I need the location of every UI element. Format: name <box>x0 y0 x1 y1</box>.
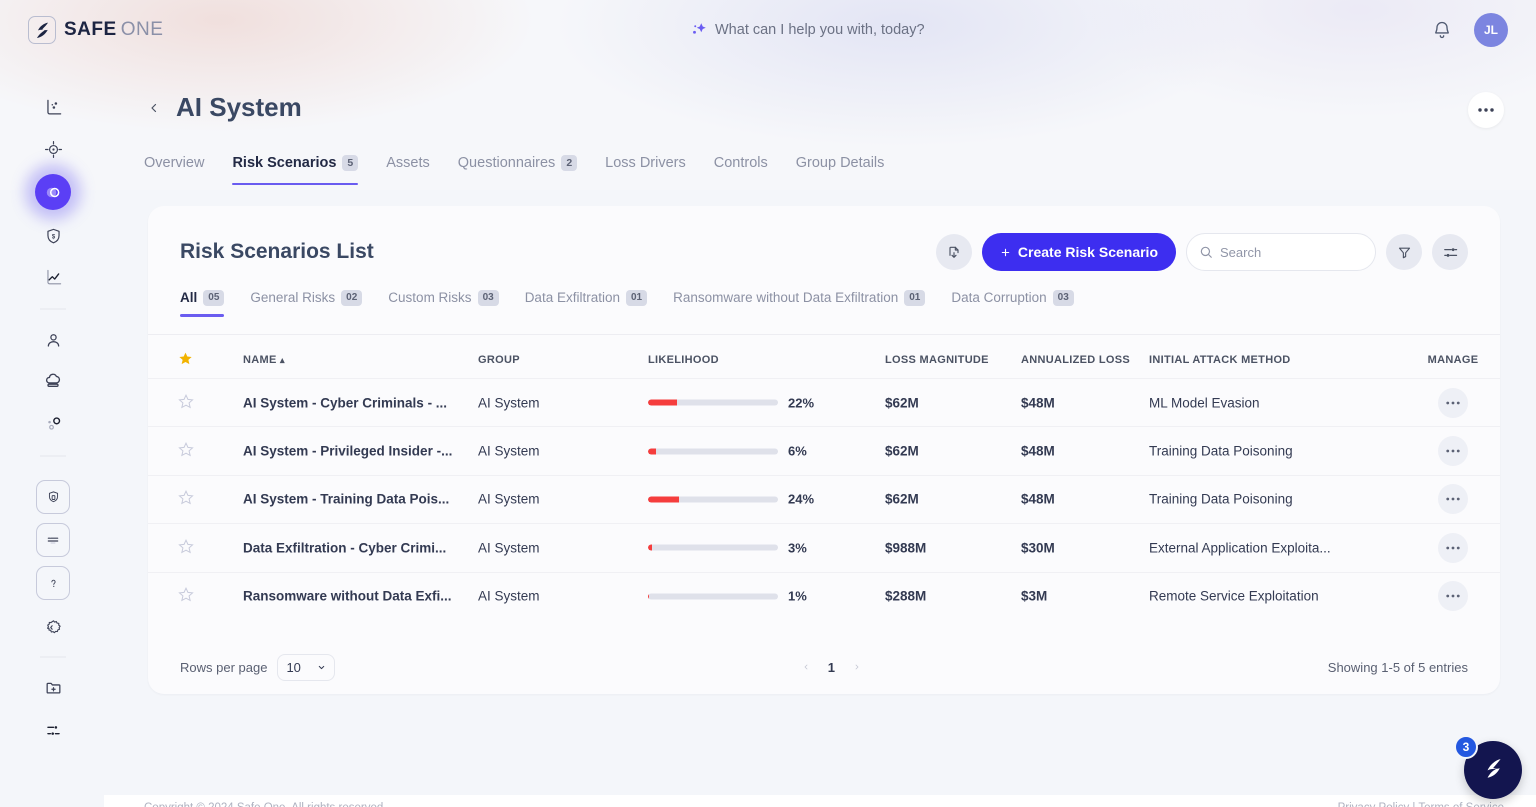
svg-text:$: $ <box>51 234 55 240</box>
